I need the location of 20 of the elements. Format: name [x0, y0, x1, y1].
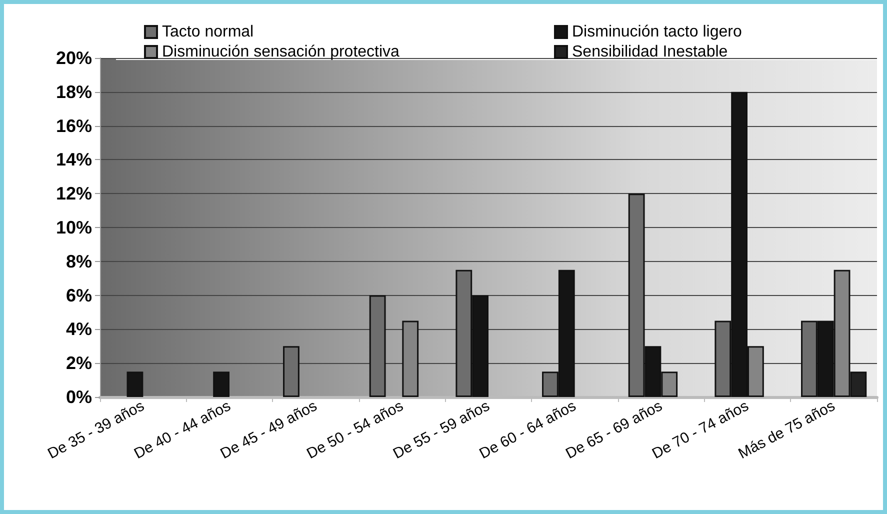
- y-tick-label: 12%: [56, 184, 92, 204]
- y-tick-label: 0%: [66, 387, 92, 407]
- bar: [283, 346, 300, 397]
- y-tick-label: 16%: [56, 116, 92, 136]
- legend-label: Disminución tacto ligero: [572, 24, 742, 40]
- bar: [126, 372, 144, 397]
- y-tick-label: 20%: [56, 48, 92, 68]
- bar: [402, 320, 419, 397]
- bar: [369, 295, 386, 397]
- legend-label: Tacto normal: [162, 24, 254, 40]
- legend-label: Sensibilidad Inestable: [572, 44, 728, 60]
- y-tick-label: 10%: [56, 218, 92, 238]
- y-tick-label: 4%: [66, 319, 92, 340]
- y-tick-label: 6%: [66, 285, 92, 306]
- y-tick-label: 14%: [56, 150, 92, 170]
- bar: [213, 372, 230, 397]
- y-tick-label: 18%: [56, 82, 92, 102]
- legend-label: Disminución sensación protectiva: [162, 44, 400, 60]
- y-tick-label: 8%: [66, 251, 92, 272]
- y-tick-label: 2%: [66, 353, 92, 374]
